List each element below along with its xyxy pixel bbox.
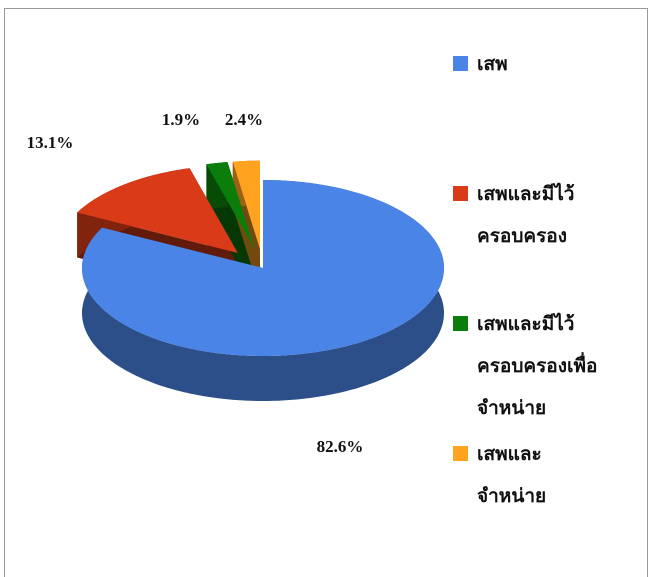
legend-label: เสพ bbox=[477, 54, 508, 75]
data-label: 2.4% bbox=[225, 110, 263, 129]
legend-item: เสพและมีไว้ครอบครอง bbox=[453, 174, 603, 258]
data-label: 82.6% bbox=[317, 437, 364, 456]
legend-swatch bbox=[453, 316, 468, 331]
slice bbox=[232, 160, 260, 249]
legend-label: เสพและจำหน่าย bbox=[477, 444, 547, 507]
data-label: 1.9% bbox=[162, 110, 200, 129]
data-label: 13.1% bbox=[27, 133, 74, 152]
legend-swatch bbox=[453, 186, 468, 201]
legend-swatch bbox=[453, 446, 468, 461]
legend-swatch bbox=[453, 56, 468, 71]
slice bbox=[206, 162, 255, 250]
legend-label: เสพและมีไว้ครอบครอง bbox=[477, 184, 575, 247]
chart-frame bbox=[4, 8, 648, 577]
slice bbox=[77, 168, 238, 253]
legend-label: เสพและมีไว้ครอบครองเพื่อจำหน่าย bbox=[477, 314, 598, 419]
legend-item: เสพ bbox=[453, 44, 603, 86]
legend-item: เสพและมีไว้ครอบครองเพื่อจำหน่าย bbox=[453, 304, 603, 430]
slice bbox=[82, 180, 444, 356]
legend-item: เสพและจำหน่าย bbox=[453, 434, 603, 518]
